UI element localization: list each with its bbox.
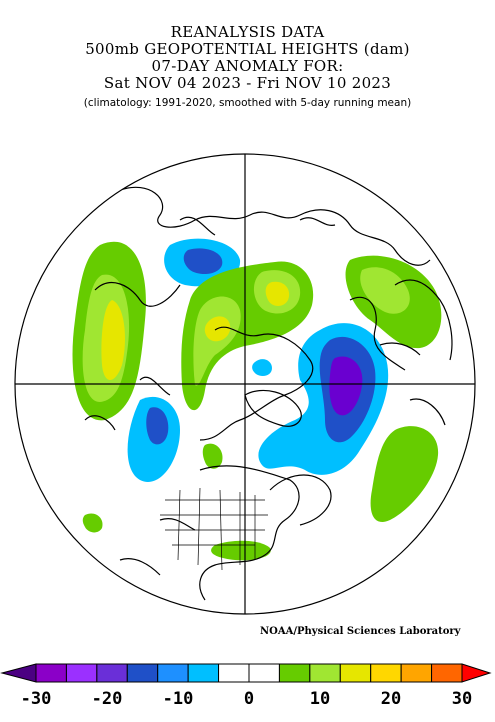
title-line-3: 07-DAY ANOMALY FOR: xyxy=(151,57,344,75)
colorbar-tick-label: 20 xyxy=(381,689,401,709)
colorbar: -30 -20 -10 0 10 20 30 xyxy=(0,663,492,709)
colorbar-box xyxy=(278,663,311,683)
colorbar-tick-label: -30 xyxy=(21,689,52,709)
colorbar-tick-label: -20 xyxy=(92,689,123,709)
anomaly-region-eastatlantic-positive xyxy=(370,426,439,522)
colorbar-tick-label: 30 xyxy=(452,689,472,709)
title-line-4: Sat NOV 04 2023 - Fri NOV 10 2023 xyxy=(103,74,392,92)
coastlines xyxy=(84,186,453,601)
colorbar-box xyxy=(309,663,341,683)
colorbar-box xyxy=(431,663,463,683)
colorbar-labels: -30 -20 -10 0 10 20 30 xyxy=(21,689,473,709)
anomaly-region-arctic-positive-max xyxy=(265,281,290,306)
colorbar-arrow-max xyxy=(461,663,492,683)
colorbar-box xyxy=(187,663,220,683)
colorbar-box xyxy=(370,663,402,683)
colorbar-tick-label: 10 xyxy=(310,689,330,709)
colorbar-arrow-min xyxy=(0,663,37,683)
colorbar-box xyxy=(96,663,128,683)
colorbar-tick-label: 0 xyxy=(244,689,254,709)
colorbar-box xyxy=(339,663,372,683)
anomaly-region-europe-positive-core xyxy=(360,267,410,314)
map-title: REANALYSIS DATA 500mb GEOPOTENTIAL HEIGH… xyxy=(0,24,495,113)
credit-label: NOAA/Physical Sciences Laboratory xyxy=(258,626,463,637)
anomaly-region-canada-positive xyxy=(202,443,223,469)
map-boundary xyxy=(14,153,476,615)
polar-map xyxy=(14,153,476,615)
title-line-2: 500mb GEOPOTENTIAL HEIGHTS (dam) xyxy=(85,40,410,58)
colorbar-box xyxy=(400,663,433,683)
state-boundaries xyxy=(160,487,268,571)
colorbar-boxes xyxy=(0,663,492,683)
anomaly-region-alaska-positive-small xyxy=(82,513,103,533)
anomaly-region-alaska-negative-core xyxy=(146,407,169,445)
colorbar-box xyxy=(35,663,67,683)
climatology-note: (climatology: 1991-2020, smoothed with 5… xyxy=(83,97,412,109)
anomaly-region-us-south-positive xyxy=(211,540,271,561)
colorbar-box xyxy=(248,663,280,683)
colorbar-tick-label: -10 xyxy=(163,689,194,709)
title-line-1: REANALYSIS DATA xyxy=(170,23,325,41)
anomaly-region-arctic-negative-small xyxy=(252,359,272,376)
anomaly-layer xyxy=(72,186,453,601)
anomaly-region-siberia-negative-core xyxy=(183,248,223,275)
colorbar-box xyxy=(126,663,159,683)
colorbar-box xyxy=(157,663,189,683)
colorbar-box xyxy=(65,663,98,683)
anomaly-region-pacific-positive-max xyxy=(101,300,125,380)
anomaly-region-atlantic-negative-max xyxy=(329,356,363,416)
colorbar-box xyxy=(218,663,250,683)
